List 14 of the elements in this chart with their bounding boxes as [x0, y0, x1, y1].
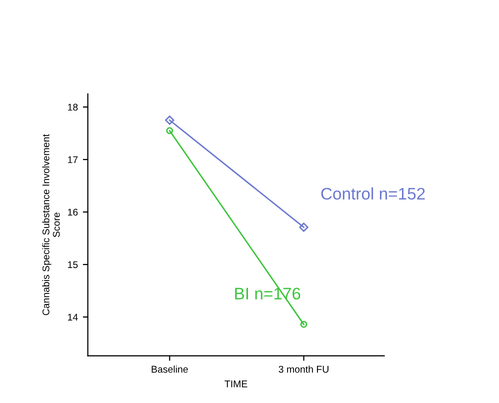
- y-axis-title: Cannabis Specific Substance Involvement Score: [42, 134, 60, 316]
- point: [300, 320, 308, 328]
- y-tick-label: 14: [68, 314, 78, 321]
- point: [166, 127, 174, 134]
- point: [299, 222, 308, 232]
- y-tick-label: 16: [68, 208, 78, 216]
- x-tick-label: Baseline: [152, 366, 188, 373]
- y-tick-label: 17: [68, 156, 78, 164]
- x-axis-title: TIME: [224, 380, 248, 388]
- point: [165, 116, 174, 125]
- y-tick-label: 18: [68, 104, 78, 111]
- series-label: Control n=152: [321, 187, 425, 200]
- y-tick-label: 15: [68, 261, 78, 268]
- x-tick-label: 3 month FU: [278, 366, 328, 373]
